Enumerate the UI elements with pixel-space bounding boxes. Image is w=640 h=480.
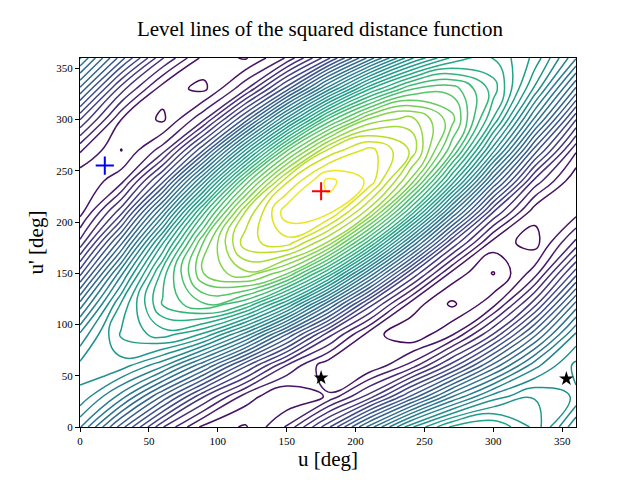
svg-text:150: 150 xyxy=(56,267,73,279)
svg-text:u [deg]: u [deg] xyxy=(298,447,358,471)
svg-text:Level lines of the squared dis: Level lines of the squared distance func… xyxy=(137,17,504,41)
svg-text:350: 350 xyxy=(554,435,571,447)
svg-text:300: 300 xyxy=(56,113,73,125)
svg-text:u' [deg]: u' [deg] xyxy=(24,211,48,275)
svg-text:100: 100 xyxy=(56,318,73,330)
svg-text:250: 250 xyxy=(416,435,433,447)
svg-text:250: 250 xyxy=(56,165,73,177)
svg-text:200: 200 xyxy=(347,435,364,447)
svg-text:300: 300 xyxy=(485,435,502,447)
svg-text:200: 200 xyxy=(56,216,73,228)
svg-text:150: 150 xyxy=(278,435,295,447)
svg-text:0: 0 xyxy=(77,435,83,447)
svg-text:50: 50 xyxy=(143,435,155,447)
svg-text:350: 350 xyxy=(56,62,73,74)
svg-text:50: 50 xyxy=(62,370,74,382)
svg-text:0: 0 xyxy=(67,421,73,433)
svg-text:100: 100 xyxy=(210,435,227,447)
